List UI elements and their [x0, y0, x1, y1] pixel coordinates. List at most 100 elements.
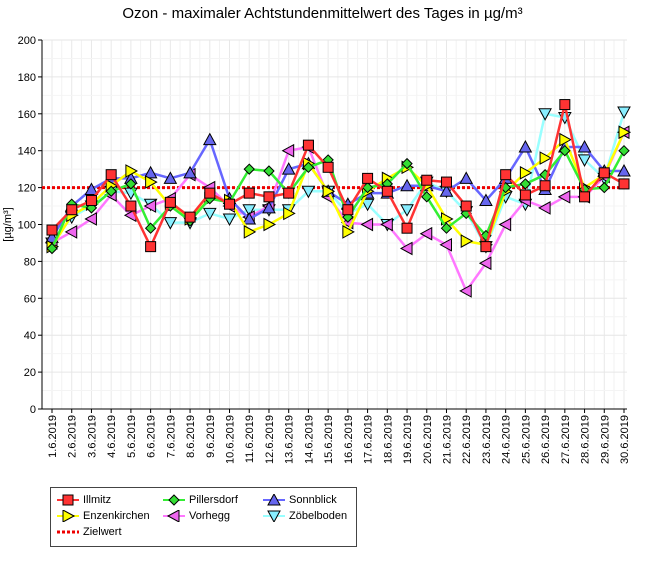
data-point-sonnblick — [202, 132, 217, 146]
x-tick-label: 15.6.2019 — [323, 415, 335, 464]
y-tick-label: 100 — [18, 220, 36, 232]
data-point-vorhegg — [459, 284, 472, 298]
legend-marker — [57, 509, 79, 523]
data-point-illmitz — [500, 169, 512, 181]
data-point-pillersdorf — [263, 165, 275, 177]
data-point-pillersdorf — [440, 222, 453, 234]
data-point-zbelboden — [242, 204, 257, 217]
y-tick-label: 60 — [24, 293, 36, 305]
y-axis-label: [µg/m³] — [2, 207, 14, 241]
x-tick-label: 16.6.2019 — [343, 415, 355, 464]
data-point-illmitz — [480, 241, 492, 253]
data-point-sonnblick — [518, 139, 533, 153]
data-point-pillersdorf — [105, 185, 117, 197]
data-point-illmitz — [243, 187, 255, 199]
x-tick-label: 8.6.2019 — [185, 415, 197, 458]
data-point-sonnblick — [84, 182, 99, 195]
data-point-illmitz — [224, 198, 236, 210]
legend-marker — [263, 510, 285, 524]
legend-label: Sonnblick — [289, 494, 337, 506]
data-point-vorhegg — [84, 212, 97, 226]
y-tick-label: 80 — [24, 256, 36, 268]
legend-marker-tri-right — [62, 509, 76, 523]
data-point-sonnblick — [281, 162, 296, 175]
legend-label: Enzenkirchen — [83, 510, 150, 522]
data-point-sonnblick — [183, 165, 197, 179]
data-point-zbelboden — [163, 217, 178, 230]
data-point-vorhegg — [64, 225, 78, 239]
x-tick-label: 21.6.2019 — [441, 415, 453, 464]
data-point-illmitz — [342, 204, 354, 216]
data-point-vorhegg — [143, 199, 157, 213]
data-point-enzenkirchen — [539, 151, 553, 165]
data-point-zbelboden — [202, 207, 217, 221]
legend-marker — [57, 494, 79, 506]
legend-marker — [163, 494, 185, 506]
x-tick-label: 12.6.2019 — [264, 415, 276, 464]
data-point-pillersdorf — [421, 191, 433, 203]
x-tick-label: 19.6.2019 — [402, 415, 414, 464]
data-point-zbelboden — [617, 106, 631, 119]
data-point-illmitz — [519, 189, 531, 201]
x-tick-label: 17.6.2019 — [363, 415, 375, 464]
x-tick-label: 26.6.2019 — [540, 415, 552, 464]
plot-area: 0 20 40 60 80 100 120 140 160 180 200 [µg/m³] 1.6.20… — [2, 35, 632, 464]
x-tick-label: 27.6.2019 — [560, 415, 572, 464]
legend-item: Illmitz — [57, 493, 111, 507]
data-point-illmitz — [440, 176, 452, 188]
data-point-illmitz — [204, 187, 216, 199]
data-point-enzenkirchen — [125, 164, 138, 178]
x-tick-label: 10.6.2019 — [225, 415, 237, 464]
x-tick-label: 2.6.2019 — [67, 415, 79, 458]
data-point-illmitz — [85, 195, 97, 207]
legend-marker-tri-down — [267, 510, 281, 524]
data-point-illmitz — [460, 200, 472, 212]
data-point-vorhegg — [360, 217, 374, 232]
y-tick-label: 140 — [18, 146, 36, 158]
data-point-vorhegg — [478, 256, 492, 271]
data-point-enzenkirchen — [263, 217, 277, 232]
y-tick-label: 120 — [18, 183, 36, 195]
x-tick-label: 18.6.2019 — [382, 415, 394, 464]
legend-label: Pillersdorf — [189, 494, 238, 506]
data-point-vorhegg — [281, 143, 295, 158]
y-tick-label: 200 — [18, 35, 36, 47]
x-tick-label: 25.6.2019 — [520, 415, 532, 464]
legend-label: Zielwert — [83, 526, 122, 538]
x-tick-label: 24.6.2019 — [501, 415, 513, 464]
data-point-illmitz — [184, 211, 196, 223]
legend-label: Illmitz — [83, 494, 112, 506]
legend-item: Vorhegg — [163, 509, 230, 523]
data-point-vorhegg — [498, 217, 512, 232]
legend-marker-diamond — [168, 494, 180, 506]
legend-item-target: Zielwert — [57, 525, 122, 539]
x-tick-label: 11.6.2019 — [244, 415, 256, 463]
legend-label: Vorhegg — [189, 510, 230, 522]
x-tick-label: 5.6.2019 — [126, 415, 138, 458]
data-point-illmitz — [559, 99, 571, 111]
data-point-zbelboden — [538, 108, 552, 121]
data-point-pillersdorf — [519, 178, 532, 190]
data-point-enzenkirchen — [342, 225, 355, 239]
data-point-illmitz — [302, 139, 314, 151]
data-point-pillersdorf — [618, 144, 630, 157]
data-point-sonnblick — [577, 139, 592, 153]
x-tick-label: 30.6.2019 — [619, 415, 631, 464]
data-point-illmitz — [322, 161, 334, 173]
y-tick-label: 160 — [18, 109, 36, 121]
x-tick-label: 28.6.2019 — [580, 415, 592, 464]
x-tick-label: 20.6.2019 — [422, 415, 434, 464]
data-point-vorhegg — [399, 241, 413, 256]
data-point-sonnblick — [242, 211, 257, 225]
legend: Illmitz Pillersdorf Sonnblick Enzenkirchen V… — [50, 487, 357, 547]
data-point-vorhegg — [439, 237, 452, 252]
y-tick-label: 20 — [24, 367, 36, 379]
data-point-illmitz — [362, 172, 374, 184]
x-tick-label: 22.6.2019 — [461, 415, 473, 464]
data-point-vorhegg — [380, 217, 393, 232]
x-tick-label: 6.6.2019 — [146, 415, 158, 458]
data-point-enzenkirchen — [283, 206, 296, 221]
y-tick-label: 0 — [30, 404, 36, 416]
x-tick-label: 13.6.2019 — [284, 415, 296, 464]
legend-marker — [263, 493, 285, 506]
